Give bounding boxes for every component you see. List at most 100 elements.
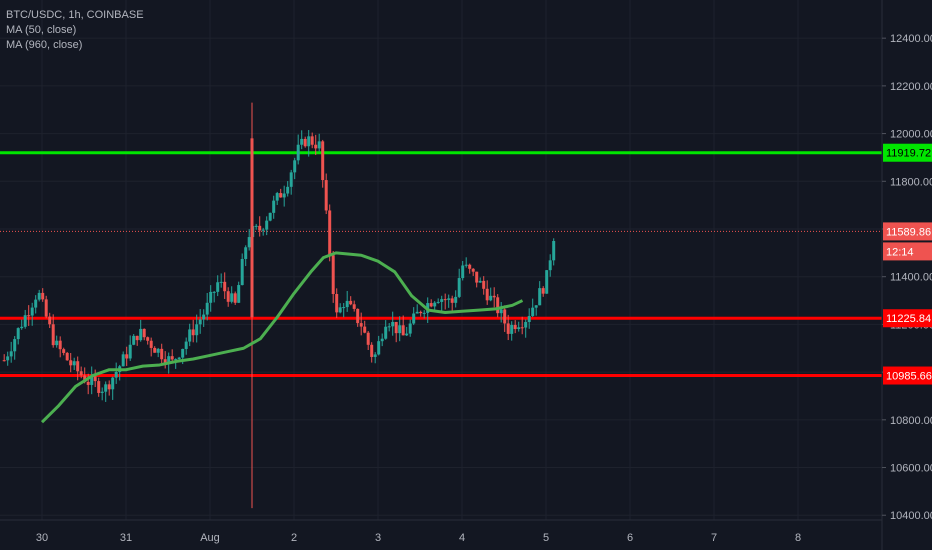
- candle-body: [114, 371, 118, 378]
- candle-body: [394, 321, 398, 334]
- candle-body: [244, 247, 248, 259]
- candle-body: [107, 384, 111, 390]
- candle-body: [331, 255, 335, 295]
- candle-body: [79, 371, 83, 376]
- candle-body: [135, 335, 139, 341]
- candle-body: [202, 314, 206, 320]
- candle-body: [188, 329, 192, 342]
- time-axis[interactable]: 30 31 Aug 2 3 4 5 6 7 8: [0, 519, 882, 544]
- candle-body: [258, 225, 262, 231]
- candle-body: [44, 299, 48, 317]
- candle-body: [30, 307, 34, 316]
- level-price-label: 11225.84: [886, 313, 931, 325]
- moving-average-line: [40, 251, 524, 424]
- candle-body: [177, 357, 181, 360]
- candle-body: [282, 193, 286, 198]
- last-price-label-bg: [883, 222, 932, 241]
- price-axis[interactable]: 10400.0010600.0010800.0011000.0011200.00…: [881, 0, 932, 550]
- candle-body: [314, 144, 318, 149]
- candle-body: [429, 303, 433, 307]
- time-tick-label: 6: [627, 532, 633, 544]
- price-tick-label: 11800.00: [890, 176, 932, 188]
- candle-body: [359, 323, 363, 327]
- candle-body: [139, 328, 143, 341]
- candle-body: [9, 351, 13, 357]
- time-tick-label: 5: [543, 532, 549, 544]
- candle-body: [265, 220, 269, 230]
- candle-body: [363, 326, 367, 333]
- candle-body: [447, 298, 451, 300]
- candle-body: [230, 293, 234, 302]
- candle-body: [356, 308, 360, 324]
- candle-body: [76, 361, 80, 372]
- candle-body: [496, 297, 500, 314]
- candle-body: [513, 324, 517, 330]
- candle-body: [345, 300, 349, 308]
- level-price-label-bg: [883, 309, 932, 328]
- candle-body: [482, 280, 486, 289]
- candle-body: [142, 328, 146, 338]
- candle-body: [366, 332, 370, 345]
- candle-body: [405, 333, 409, 336]
- candle-body: [478, 280, 482, 283]
- chart-legend: BTC/USDC, 1h, COINBASE MA (50, close) MA…: [6, 8, 144, 53]
- candle-body: [254, 225, 258, 227]
- candle-body: [475, 271, 479, 283]
- candle-body: [41, 292, 45, 300]
- spike-candle-body: [250, 138, 254, 318]
- candle-body: [492, 295, 496, 298]
- candle-body: [237, 285, 241, 303]
- candle-body: [216, 282, 220, 292]
- candle-body: [524, 322, 528, 328]
- candle-body: [212, 291, 216, 293]
- candle-body: [65, 352, 69, 361]
- candle-body: [83, 375, 87, 382]
- candle-body: [86, 381, 90, 385]
- candle-body: [317, 141, 321, 149]
- candle-body: [300, 138, 304, 145]
- candle-body: [132, 335, 136, 345]
- candle-body: [48, 316, 52, 325]
- candle-body: [223, 281, 227, 292]
- candle-body: [415, 311, 419, 314]
- price-tick-label: 10400.00: [890, 510, 932, 522]
- candle-body: [37, 292, 41, 300]
- candle-body: [62, 349, 66, 353]
- candle-body: [541, 288, 545, 294]
- candle-body: [90, 376, 94, 385]
- candle-body: [499, 309, 503, 314]
- candle-body: [191, 329, 195, 336]
- candle-body: [485, 288, 489, 301]
- ma-960-label[interactable]: MA (960, close): [6, 39, 83, 51]
- candle-body: [520, 327, 524, 329]
- ma-50-label[interactable]: MA (50, close): [6, 24, 77, 36]
- candle-body: [398, 325, 402, 334]
- candle-body: [531, 307, 535, 317]
- candle-body: [342, 307, 346, 309]
- candle-body: [268, 212, 272, 221]
- candle-body: [293, 160, 297, 173]
- candle-body: [170, 356, 174, 360]
- candle-body: [121, 354, 125, 367]
- candle-body: [310, 136, 314, 145]
- candle-body: [279, 193, 283, 198]
- candle-body: [517, 327, 521, 330]
- candle-body: [125, 354, 129, 359]
- horizontal-levels[interactable]: [0, 151, 882, 378]
- candle-body: [149, 340, 153, 348]
- last-price-label: 11589.86: [886, 226, 931, 238]
- candle-body: [226, 291, 230, 302]
- candle-body: [450, 298, 454, 303]
- candle-body: [408, 323, 412, 334]
- price-tick-label: 10800.00: [890, 415, 932, 427]
- candle-body: [471, 268, 475, 272]
- candle-body: [534, 305, 538, 308]
- candle-body: [195, 324, 199, 336]
- candle-body: [349, 300, 353, 305]
- candle-body: [387, 326, 391, 328]
- symbol-title[interactable]: BTC/USDC, 1h, COINBASE: [6, 9, 144, 21]
- level-price-label-bg: [883, 366, 932, 385]
- candle-body: [100, 391, 104, 393]
